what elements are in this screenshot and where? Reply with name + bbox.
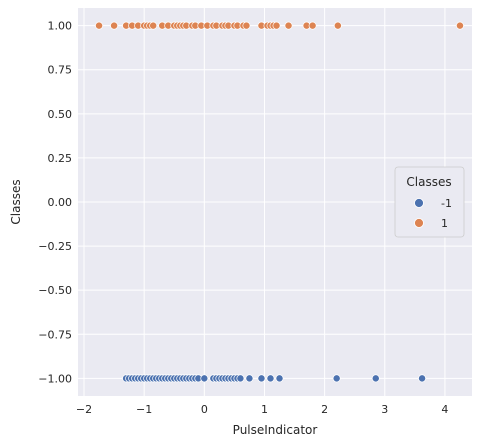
y-tick-label: 1.00 — [48, 20, 73, 33]
x-axis-label: PulseIndicator — [233, 423, 318, 437]
legend: Classes -1 1 — [395, 167, 464, 237]
data-point — [333, 375, 340, 382]
data-point — [246, 375, 253, 382]
y-tick-labels: −1.00 −0.75 −0.50 −0.25 0.00 0.25 0.50 0.75 1.00 — [38, 20, 72, 386]
y-tick-label: −0.50 — [38, 284, 72, 297]
legend-title: Classes — [406, 175, 451, 189]
legend-label-pos1: 1 — [441, 217, 448, 230]
x-tick-label: 4 — [441, 403, 448, 416]
x-tick-label: −1 — [136, 403, 152, 416]
data-point — [418, 375, 425, 382]
data-point — [309, 22, 316, 29]
x-tick-label: 3 — [381, 403, 388, 416]
data-point — [267, 375, 274, 382]
data-point — [110, 22, 117, 29]
data-point — [237, 375, 244, 382]
x-tick-label: 2 — [321, 403, 328, 416]
data-point — [276, 375, 283, 382]
data-point — [258, 375, 265, 382]
y-axis-label: Classes — [9, 179, 23, 224]
x-tick-labels: −2 −1 0 1 2 3 4 — [76, 403, 449, 416]
data-point — [150, 22, 157, 29]
legend-label-neg1: -1 — [441, 197, 452, 210]
legend-marker-pos1 — [415, 219, 424, 228]
data-point — [372, 375, 379, 382]
y-tick-label: 0.25 — [48, 152, 73, 165]
x-tick-label: 0 — [201, 403, 208, 416]
x-tick-label: −2 — [76, 403, 92, 416]
y-tick-label: −0.75 — [38, 328, 72, 341]
data-point — [273, 22, 280, 29]
data-point — [456, 22, 463, 29]
data-point — [334, 22, 341, 29]
data-point — [243, 22, 250, 29]
y-tick-label: 0.00 — [48, 196, 73, 209]
y-tick-label: −0.25 — [38, 240, 72, 253]
data-point — [95, 22, 102, 29]
data-point — [285, 22, 292, 29]
y-tick-label: −1.00 — [38, 372, 72, 385]
x-tick-label: 1 — [261, 403, 268, 416]
y-tick-label: 0.50 — [48, 108, 73, 121]
legend-marker-neg1 — [415, 199, 424, 208]
y-tick-label: 0.75 — [48, 64, 73, 77]
data-point — [201, 375, 208, 382]
